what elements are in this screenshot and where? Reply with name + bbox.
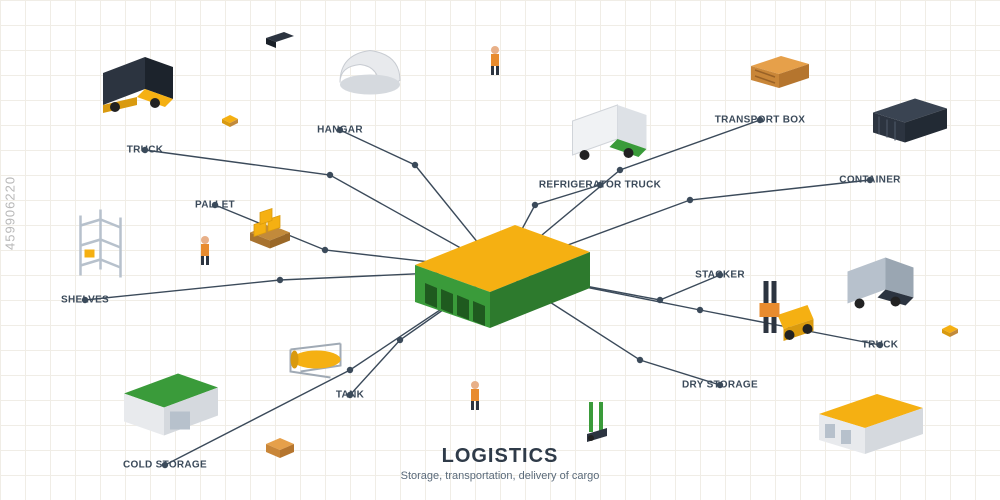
transport-box-label: TRANSPORT BOX: [715, 115, 806, 126]
refrigerator-truck-node: [563, 95, 658, 165]
worker-3: [465, 379, 485, 411]
pallet-icon: [240, 203, 300, 258]
truck-grey-icon: [838, 248, 923, 313]
crate-icon: [261, 430, 299, 460]
tank-node: [283, 338, 358, 383]
small-box-2: [939, 321, 961, 339]
box-icon: [939, 321, 961, 339]
stacker-node: [758, 275, 823, 345]
worker-icon: [465, 379, 485, 411]
shelves-label: SHELVES: [61, 295, 109, 306]
worker-icon: [195, 234, 215, 266]
worker-2: [195, 234, 215, 266]
truck-left-node: [95, 45, 185, 115]
truck-left-label: TRUCK: [127, 145, 164, 156]
container-icon: [865, 93, 955, 148]
tank-icon: [283, 338, 358, 383]
scanner-device: [262, 28, 298, 52]
tank-label: TANK: [336, 390, 364, 401]
worker-icon: [485, 44, 505, 76]
truck-right-label: TRUCK: [862, 340, 899, 351]
dry-storage-icon: [805, 380, 935, 460]
reefer-truck-icon: [563, 95, 658, 165]
hangar-label: HANGAR: [317, 125, 363, 136]
transport-box-node: [745, 50, 815, 90]
warehouse-icon: [395, 210, 605, 330]
small-box-1: [219, 111, 241, 129]
shelf-icon: [73, 208, 128, 283]
wood-box-decor: [261, 430, 299, 460]
page-subtitle: Storage, transportation, delivery of car…: [401, 470, 600, 482]
stacker-label: STACKER: [695, 270, 745, 281]
truck-icon: [95, 45, 185, 115]
truck-right-node: [838, 248, 923, 313]
container-label: CONTAINER: [839, 175, 900, 186]
scanner-icon: [262, 28, 298, 52]
container-node: [865, 93, 955, 148]
pallet-label: PALLET: [195, 200, 235, 211]
shelves-node: [73, 208, 128, 283]
hand-truck: [583, 398, 617, 442]
page-title: LOGISTICS: [401, 445, 600, 468]
box-icon: [219, 111, 241, 129]
pallet-node: [240, 203, 300, 258]
wood-crate-icon: [745, 50, 815, 90]
central-warehouse: [395, 210, 605, 330]
watermark-id: 459906220: [3, 176, 18, 250]
title-block: LOGISTICS Storage, transportation, deliv…: [401, 445, 600, 482]
dry-storage-label: DRY STORAGE: [682, 380, 758, 391]
worker-1: [485, 44, 505, 76]
cold-storage-icon: [110, 358, 230, 443]
cold-storage-label: COLD STORAGE: [123, 460, 207, 471]
hangar-icon: [330, 43, 410, 98]
forklift-icon: [758, 275, 823, 345]
refrigerator-truck-label: REFRIGERATOR TRUCK: [539, 180, 661, 191]
dry-storage-node: [805, 380, 935, 460]
hand-truck-icon: [583, 398, 617, 442]
hangar-node: [330, 43, 410, 98]
cold-storage-node: [110, 358, 230, 443]
